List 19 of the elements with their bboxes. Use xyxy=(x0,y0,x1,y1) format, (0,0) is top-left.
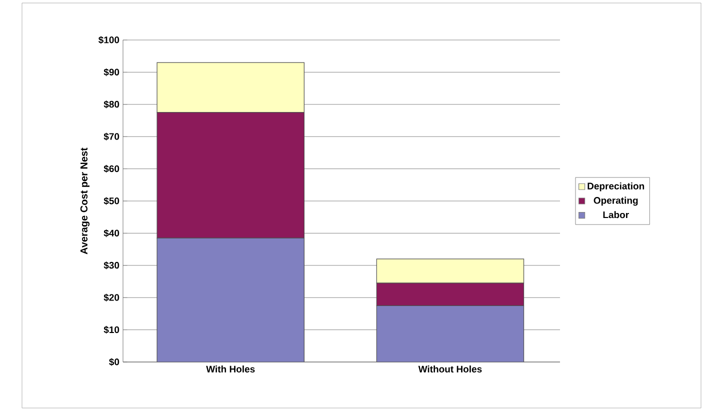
y-tick-label: $0 xyxy=(109,358,120,366)
legend-label: Labor xyxy=(603,211,629,218)
bar xyxy=(376,305,524,362)
y-axis-title: Average Cost per Nest xyxy=(80,148,90,254)
y-tick-label: $90 xyxy=(104,68,120,76)
y-tick-label: $100 xyxy=(98,36,120,44)
bar xyxy=(157,238,304,362)
y-tick-label: $80 xyxy=(104,100,120,108)
y-tick-label: $60 xyxy=(104,164,120,173)
y-tick-label: $40 xyxy=(104,229,120,238)
legend-label: Operating xyxy=(594,196,638,206)
y-tick-label: $10 xyxy=(104,326,120,334)
legend-label: Depreciation xyxy=(588,182,644,192)
y-tick-label: $30 xyxy=(104,262,120,270)
y-tick-label: $20 xyxy=(104,294,120,302)
y-tick-label: $70 xyxy=(104,132,120,140)
x-tick-label: With Holes xyxy=(206,366,255,372)
y-tick-label: $50 xyxy=(104,197,120,205)
x-tick-label: Without Holes xyxy=(418,366,482,372)
